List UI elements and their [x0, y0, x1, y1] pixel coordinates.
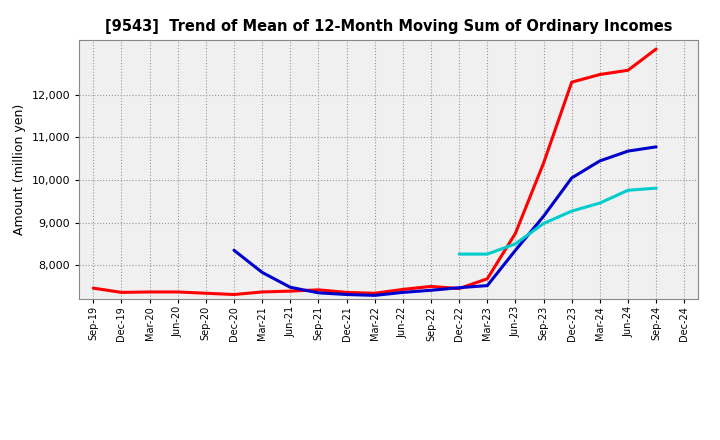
Y-axis label: Amount (million yen): Amount (million yen)	[13, 104, 26, 235]
Title: [9543]  Trend of Mean of 12-Month Moving Sum of Ordinary Incomes: [9543] Trend of Mean of 12-Month Moving …	[105, 19, 672, 34]
